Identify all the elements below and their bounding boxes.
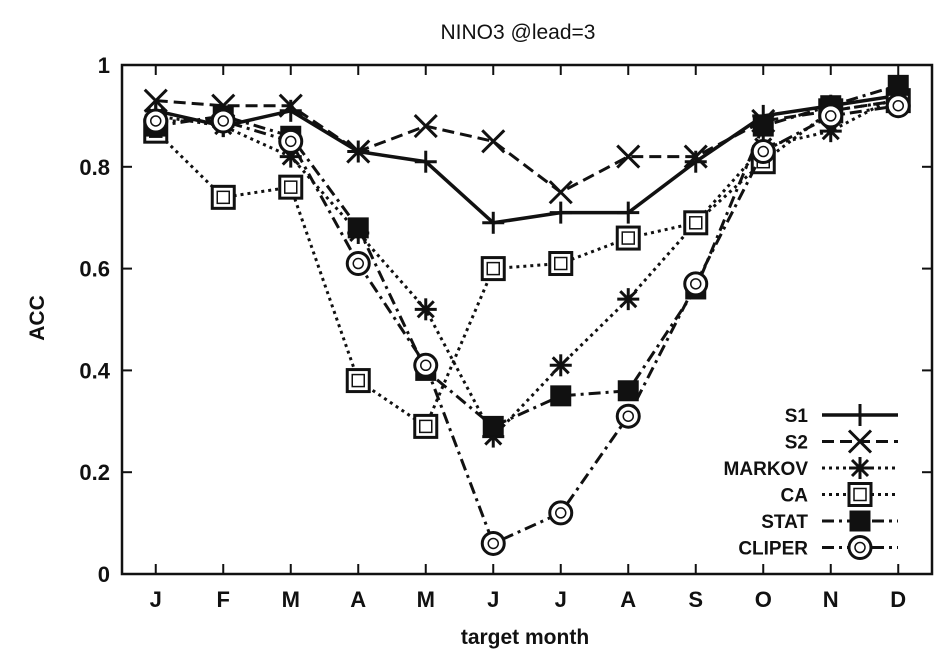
series-line-markov	[155, 94, 899, 440]
legend-marker-cliper	[847, 535, 873, 560]
x-tick-label: J	[487, 587, 499, 612]
data-point-s2	[548, 180, 573, 205]
series-layer	[143, 74, 911, 556]
data-point-markov	[617, 288, 640, 311]
data-point-s2	[481, 129, 506, 154]
data-point-ca	[480, 256, 506, 282]
y-tick-label: 0.6	[79, 257, 110, 282]
legend-label-s1: S1	[785, 406, 809, 427]
x-tick-label: D	[890, 587, 906, 612]
legend-marker-s2	[847, 429, 873, 454]
plot-border	[120, 63, 934, 576]
legend-marker-ca	[847, 482, 873, 507]
x-tick-label: J	[150, 587, 162, 612]
x-tick-label: O	[755, 587, 772, 612]
series-s2	[143, 88, 911, 205]
y-axis-label: ACC	[26, 295, 49, 341]
x-tick-label: S	[688, 587, 703, 612]
data-point-cliper	[615, 403, 641, 429]
x-tick-label: A	[350, 587, 366, 612]
x-tick-label: N	[823, 587, 839, 612]
series-line-ca	[154, 99, 899, 429]
data-point-s2	[413, 114, 438, 139]
legend: S1 S2 MARKOV CA STAT CLIPER	[724, 404, 898, 560]
y-tick-label: 0.8	[79, 155, 110, 180]
y-axis-ticks: 0 0.2 0.4 0.6 0.8 1	[79, 53, 932, 587]
data-point-s1	[482, 211, 505, 234]
data-point-stat	[887, 74, 909, 96]
x-tick-label: F	[217, 587, 230, 612]
data-point-ca	[413, 413, 439, 439]
data-point-s1	[549, 201, 572, 224]
data-point-cliper	[750, 139, 776, 165]
legend-label-ca: CA	[781, 486, 809, 507]
data-point-cliper	[345, 251, 371, 277]
data-point-cliper	[548, 500, 574, 526]
data-point-s2	[346, 139, 371, 164]
series-line-s1	[155, 93, 899, 225]
data-point-cliper	[143, 108, 169, 134]
legend-marker-s1	[849, 404, 871, 426]
data-point-s1	[414, 150, 437, 173]
legend-label-cliper: CLIPER	[738, 539, 808, 560]
plot-frame	[120, 63, 934, 576]
legend-marker-markov	[849, 457, 871, 479]
legend-marker-stat	[849, 510, 871, 532]
data-point-s2	[278, 93, 303, 118]
x-tick-label: M	[417, 587, 435, 612]
data-point-cliper	[480, 530, 506, 556]
data-point-stat	[347, 217, 369, 239]
data-point-stat	[550, 385, 572, 407]
series-stat	[145, 74, 909, 437]
legend-item-cliper: CLIPER	[738, 535, 898, 560]
data-point-cliper	[413, 352, 439, 378]
legend-label-markov: MARKOV	[724, 459, 809, 480]
data-point-cliper	[818, 103, 844, 129]
chart-title: NINO3 @lead=3	[441, 21, 596, 44]
data-point-ca	[683, 210, 709, 236]
data-point-s1	[684, 150, 707, 173]
data-point-stat	[752, 115, 774, 137]
data-point-cliper	[278, 128, 304, 154]
x-axis-label: target month	[461, 626, 589, 649]
y-tick-label: 1	[98, 53, 110, 78]
data-point-ca	[345, 368, 371, 394]
series-line-stat	[155, 83, 899, 429]
legend-label-s2: S2	[785, 433, 808, 454]
legend-item-ca: CA	[781, 482, 898, 507]
data-point-cliper	[885, 93, 911, 119]
legend-item-s1: S1	[785, 404, 898, 427]
x-tick-label: A	[620, 587, 636, 612]
legend-item-stat: STAT	[761, 510, 898, 533]
data-point-ca	[548, 251, 574, 277]
x-tick-label: J	[555, 587, 567, 612]
data-point-markov	[414, 298, 437, 321]
y-tick-label: 0	[98, 562, 110, 587]
legend-label-stat: STAT	[761, 512, 808, 533]
x-tick-label: M	[282, 587, 300, 612]
data-point-cliper	[210, 108, 236, 134]
data-point-stat	[617, 380, 639, 402]
data-point-cliper	[683, 271, 709, 297]
y-tick-label: 0.2	[79, 460, 110, 485]
legend-item-markov: MARKOV	[724, 457, 898, 480]
data-point-ca	[278, 174, 304, 200]
data-point-s1	[617, 201, 640, 224]
data-point-markov	[549, 354, 572, 377]
series-cliper	[143, 93, 911, 556]
legend-item-s2: S2	[785, 429, 898, 454]
data-point-stat	[482, 415, 504, 437]
series-s1	[144, 84, 910, 234]
data-point-s2	[616, 144, 641, 169]
series-line-s2	[155, 99, 899, 195]
data-point-ca	[615, 225, 641, 251]
data-point-s2	[683, 144, 708, 169]
data-point-ca	[210, 184, 236, 210]
y-tick-label: 0.4	[79, 358, 110, 383]
